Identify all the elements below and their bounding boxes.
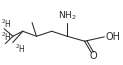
Text: $^{2}$H: $^{2}$H	[15, 42, 25, 55]
Text: OH: OH	[106, 32, 121, 42]
Text: O: O	[89, 51, 97, 61]
Text: NH$_{2}$: NH$_{2}$	[58, 9, 76, 22]
Text: $^{2}$H: $^{2}$H	[1, 30, 12, 43]
Text: $^{2}$H: $^{2}$H	[1, 17, 12, 30]
